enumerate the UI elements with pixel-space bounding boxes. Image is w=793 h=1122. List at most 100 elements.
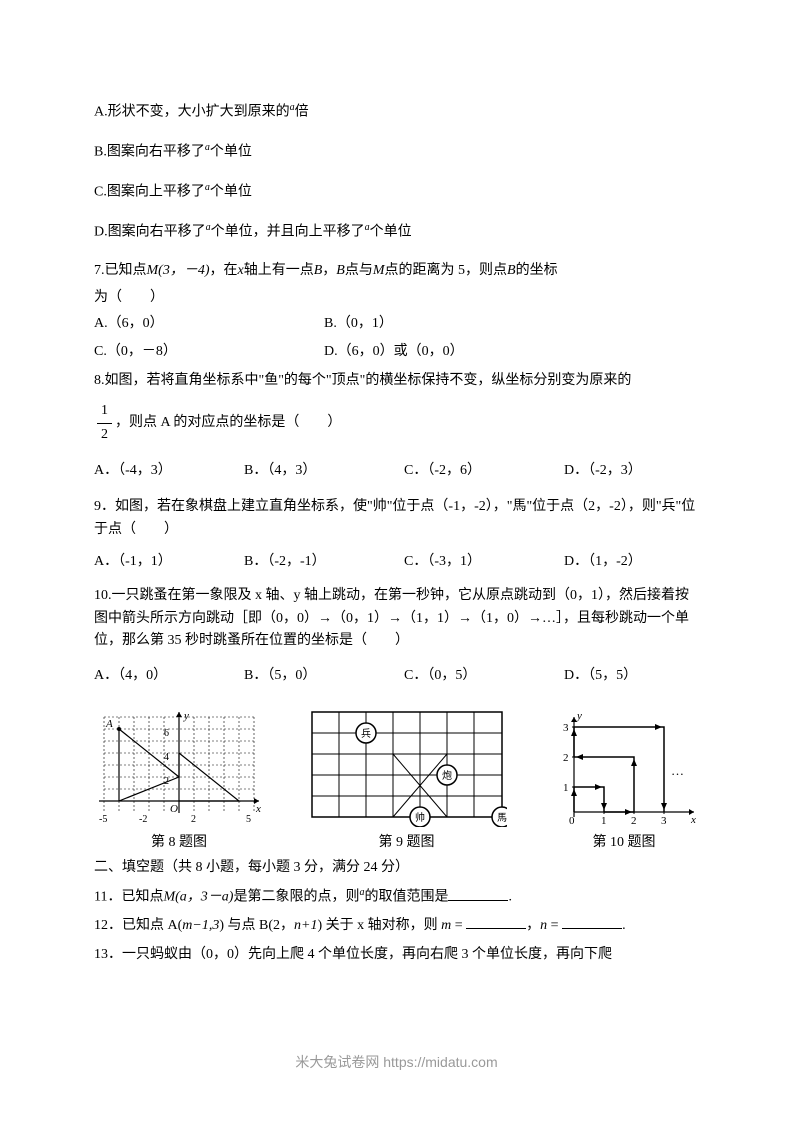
q10-stem: 10.一只跳蚤在第一象限及 x 轴、y 轴上跳动，在第一秒钟，它从原点跳动到（0…	[94, 585, 699, 652]
q7-b: B.（0，1）	[324, 313, 393, 335]
q10-c: C．（0，5）	[404, 665, 564, 687]
q9-a: A．（-1，1）	[94, 551, 244, 573]
q7-s3: 轴上有一点	[244, 263, 314, 278]
section-2-title: 二、填空题（共 8 小题，每小题 3 分，满分 24 分）	[94, 857, 699, 879]
figures-row: A y x O 6 4 2 -5 -2 2 5 第 8 题图	[94, 707, 699, 851]
fig9-shuai: 帅	[415, 811, 425, 824]
q12-blank-n	[562, 915, 622, 929]
q10-a: A．（4，0）	[94, 665, 244, 687]
q6-opt-b: B.图案向右平移了a个单位	[94, 140, 699, 164]
q9-options: A．（-1，1） B．（-2，-1） C．（-3，1） D．（1，-2）	[94, 551, 699, 573]
fig8-A: A	[105, 718, 113, 730]
q7-s6: 点的距离为 5，则点	[385, 263, 508, 278]
q7-s2: ，在	[210, 263, 238, 278]
q6-opt-a: A.形状不变，大小扩大到原来的a倍	[94, 100, 699, 124]
q6-opt-a-suffix: 倍	[295, 105, 309, 120]
q8-frac-num: 1	[97, 400, 112, 422]
q6-opt-d-1: D.图案向右平移了	[94, 225, 206, 240]
q7-B2: B	[336, 263, 345, 278]
q8-stem-2: 1 2 ，则点 A 的对应点的坐标是（ ）	[94, 400, 699, 446]
q12-eq1: =	[451, 918, 466, 933]
fig8-y: y	[183, 710, 189, 722]
q8-frac: 1 2	[97, 400, 112, 446]
q9-stem: 9．如图，若在象棋盘上建立直角坐标系，使"帅"位于点（-1，-2），"馬"位于点…	[94, 496, 699, 541]
figure-9-svg: 兵 炮 帅 馬	[307, 707, 507, 827]
q6-opt-b-suffix: 个单位	[210, 145, 252, 160]
svg-text:-2: -2	[139, 814, 147, 825]
q7-B3: B	[507, 263, 516, 278]
fig9-ma: 馬	[497, 812, 507, 824]
fig8-O: O	[170, 803, 178, 815]
svg-text:2: 2	[191, 814, 196, 825]
svg-text:3: 3	[661, 815, 667, 827]
q6-opt-d-2: 个单位，并且向上平移了	[211, 225, 365, 240]
q11-s2: 是第二象限的点，则	[233, 890, 359, 905]
fig9-bing: 兵	[361, 727, 371, 740]
q8-frac-den: 2	[97, 423, 112, 446]
q12-period: .	[622, 918, 626, 933]
q7-s5: 点与	[345, 263, 373, 278]
figure-9-caption: 第 9 题图	[379, 831, 435, 851]
q12-m: m	[441, 918, 451, 933]
q7-s7: 的坐标	[516, 263, 558, 278]
q8-options: A．（-4，3） B．（4，3） C．（-2，6） D．（-2，3）	[94, 460, 699, 482]
q11: 11．已知点M(a，3－a)是第二象限的点，则a的取值范围是.	[94, 885, 699, 909]
q9-c: C．（-3，1）	[404, 551, 564, 573]
q12-s2: ) 与点 B(2，	[219, 918, 294, 933]
fig9-pao: 炮	[442, 769, 452, 782]
q7-a: A.（6，0）	[94, 313, 324, 335]
q10-b: B．（5，0）	[244, 665, 404, 687]
q12-e2: n+1	[294, 918, 317, 933]
q6-opt-b-text: B.图案向右平移了	[94, 145, 205, 160]
svg-text:4: 4	[164, 752, 169, 763]
q7-d: D.（6，0）或（0，0）	[324, 341, 464, 363]
q7-stem-2: 为（ ）	[94, 287, 699, 309]
figure-8-svg: A y x O 6 4 2 -5 -2 2 5	[94, 707, 264, 827]
q8-b: B．（4，3）	[244, 460, 404, 482]
figure-8: A y x O 6 4 2 -5 -2 2 5 第 8 题图	[94, 707, 264, 851]
q6-opt-c-suffix: 个单位	[210, 185, 252, 200]
q10-options: A．（4，0） B．（5，0） C．（0，5） D．（5，5）	[94, 665, 699, 687]
q8-s2: ，则点 A 的对应点的坐标是（ ）	[115, 415, 341, 430]
q6-opt-a-text: A.形状不变，大小扩大到原来的	[94, 105, 290, 120]
svg-text:2: 2	[563, 752, 569, 764]
svg-text:-5: -5	[99, 814, 107, 825]
q7-B1: B	[314, 263, 323, 278]
svg-text:6: 6	[164, 728, 169, 739]
q8-stem-1: 8.如图，若将直角坐标系中"鱼"的每个"顶点"的横坐标保持不变，纵坐标分别变为原…	[94, 370, 699, 392]
q12-s1: 12．已知点 A(	[94, 918, 182, 933]
svg-text:3: 3	[563, 722, 569, 734]
q7-row1: A.（6，0） B.（0，1）	[94, 313, 699, 335]
q13: 13．一只蚂蚁由（0，0）先向上爬 4 个单位长度，再向右爬 3 个单位长度，再…	[94, 944, 699, 966]
q7-M2: M	[373, 263, 385, 278]
q7-c: C.（0，－8）	[94, 341, 324, 363]
fig8-x: x	[255, 803, 261, 815]
q6-opt-d-3: 个单位	[370, 225, 412, 240]
footer: 米大兔试卷网 https://midatu.com	[0, 1052, 793, 1072]
q8-d: D．（-2，3）	[564, 460, 642, 482]
figure-10-svg: y x 0 1 2 3 1 2 3 …	[549, 707, 699, 827]
q12-eq2: =	[547, 918, 562, 933]
q11-s1: 11．已知点	[94, 890, 163, 905]
svg-text:2: 2	[164, 776, 169, 787]
svg-text:1: 1	[601, 815, 607, 827]
q9-b: B．（-2，-1）	[244, 551, 404, 573]
svg-text:5: 5	[246, 814, 251, 825]
svg-text:x: x	[690, 814, 696, 826]
q6-opt-d: D.图案向右平移了a个单位，并且向上平移了a个单位	[94, 220, 699, 244]
svg-text:1: 1	[563, 782, 569, 794]
figure-9: 兵 炮 帅 馬 第 9 题图	[307, 707, 507, 851]
svg-text:y: y	[576, 710, 582, 722]
svg-text:2: 2	[631, 815, 637, 827]
q6-opt-c: C.图案向上平移了a个单位	[94, 180, 699, 204]
q6-opt-c-text: C.图案向上平移了	[94, 185, 205, 200]
q7-s4: ，	[322, 263, 336, 278]
q12-s3: ) 关于 x 轴对称，则	[317, 918, 441, 933]
q7-s1: 7.已知点	[94, 263, 147, 278]
figure-8-caption: 第 8 题图	[151, 831, 207, 851]
q7-M: M(3，－4)	[147, 263, 210, 278]
q12: 12．已知点 A(m−1,3) 与点 B(2，n+1) 关于 x 轴对称，则 m…	[94, 915, 699, 937]
q11-s3: 的取值范围是	[364, 890, 448, 905]
q12-comma: ，	[526, 918, 540, 933]
q10-d: D．（5，5）	[564, 665, 637, 687]
